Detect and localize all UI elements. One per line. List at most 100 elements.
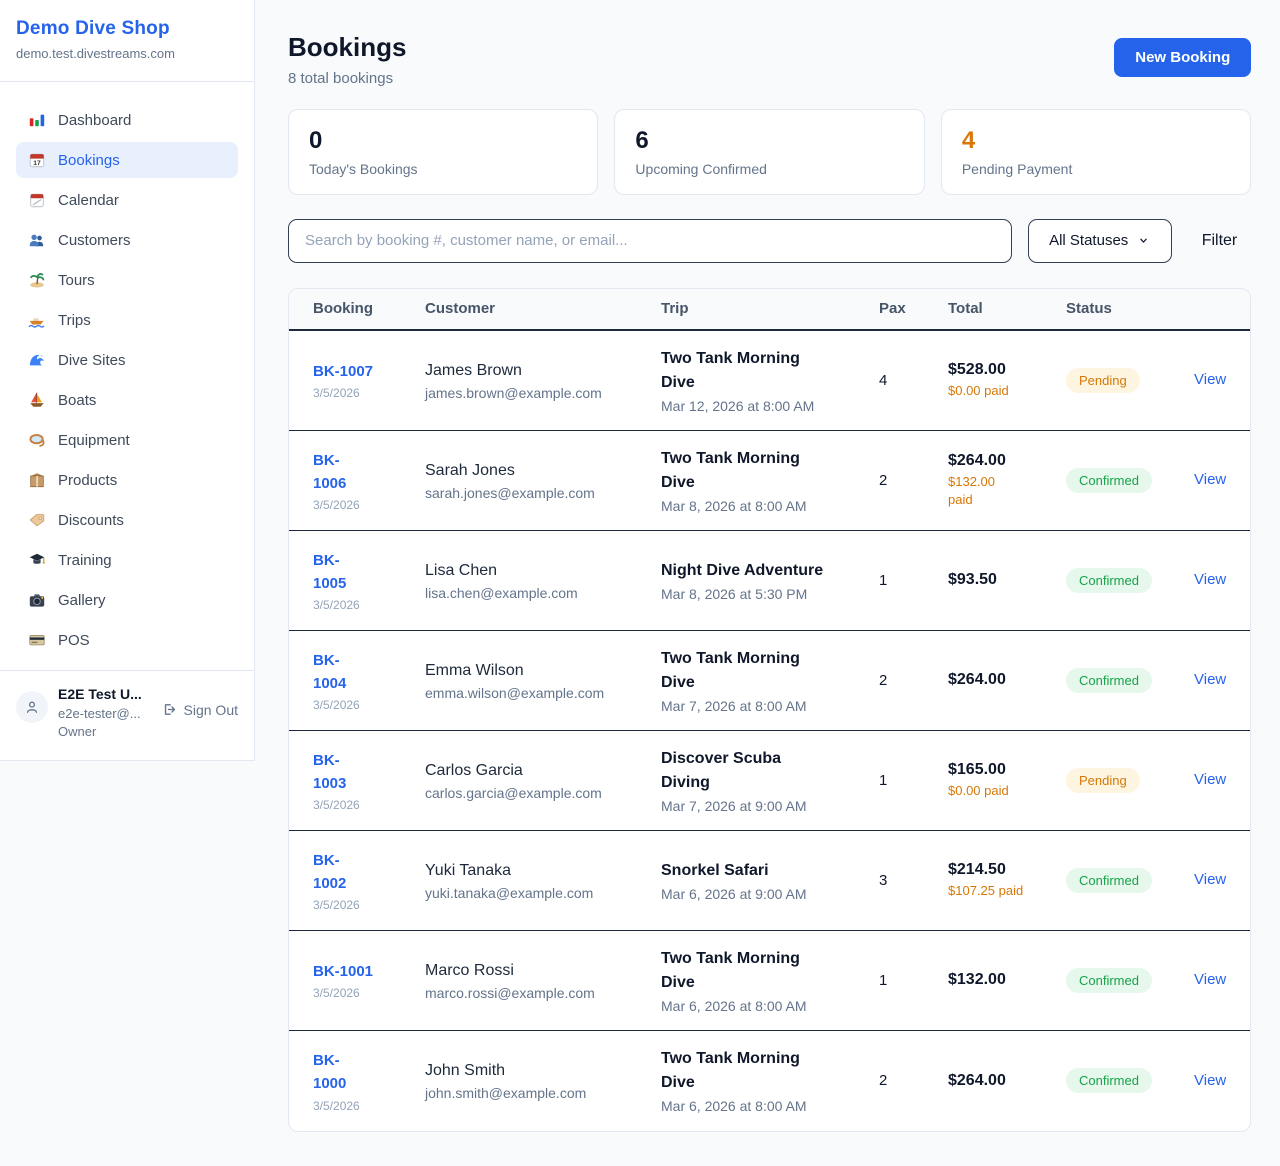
sidebar-item-pos[interactable]: POS (16, 622, 238, 658)
view-link[interactable]: View (1194, 971, 1227, 989)
trip-cell: Two Tank Morning Dive Mar 12, 2026 at 8:0… (661, 347, 879, 414)
status-badge: Pending (1066, 767, 1140, 793)
actions-cell: View (1194, 871, 1226, 889)
actions-cell: View (1194, 371, 1226, 389)
total-cell: $132.00 (948, 971, 1066, 989)
status-badge: Confirmed (1066, 1068, 1152, 1094)
total-cell: $165.00 $0.00 paid (948, 761, 1066, 800)
booking-cell: BK- 1000 3/5/2026 (313, 1049, 425, 1113)
view-link[interactable]: View (1194, 471, 1227, 489)
customer-email: james.brown@example.com (425, 384, 602, 401)
customer-cell: Emma Wilson emma.wilson@example.com (425, 660, 661, 701)
pax-cell: 2 (879, 1072, 888, 1090)
stat-value: 6 (635, 127, 649, 154)
pax-cell: 2 (879, 471, 888, 489)
total-amount: $93.50 (948, 571, 997, 589)
actions-cell: View (1194, 1072, 1226, 1090)
trip-date: Mar 8, 2026 at 8:00 AM (661, 497, 807, 514)
table-row: BK-1007 3/5/2026 James Brown james.brown… (289, 331, 1251, 431)
sidebar-item-discounts[interactable]: Discounts (16, 502, 238, 538)
total-cell: $93.50 (948, 571, 1066, 589)
bookings-calendar-icon: 17 (28, 151, 46, 169)
view-link[interactable]: View (1194, 571, 1227, 589)
column-header-trip: Trip (661, 300, 689, 318)
avatar (16, 691, 48, 723)
sidebar-item-products[interactable]: Products (16, 462, 238, 498)
booking-date: 3/5/2026 (313, 386, 360, 401)
sidebar-item-bookings[interactable]: 17 Bookings (16, 142, 238, 178)
pax-cell: 2 (879, 671, 888, 689)
sidebar-item-dashboard[interactable]: Dashboard (16, 102, 238, 138)
booking-date: 3/5/2026 (313, 598, 360, 613)
customer-cell: James Brown james.brown@example.com (425, 360, 661, 401)
status-cell: Pending (1066, 367, 1194, 393)
view-link[interactable]: View (1194, 771, 1227, 789)
view-link[interactable]: View (1194, 671, 1227, 689)
tag-icon (28, 511, 46, 529)
sidebar-item-equipment[interactable]: Equipment (16, 422, 238, 458)
trip-name: Two Tank Morning Dive (661, 649, 800, 691)
sign-out-button[interactable]: Sign Out (160, 701, 238, 718)
view-link[interactable]: View (1194, 1071, 1227, 1089)
customer-name: Lisa Chen (425, 561, 498, 579)
search-input[interactable] (288, 218, 1012, 263)
trip-date: Mar 8, 2026 at 5:30 PM (661, 585, 808, 602)
booking-id-link[interactable]: BK- 1005 (313, 551, 347, 592)
island-icon (28, 271, 46, 289)
sidebar-item-gallery[interactable]: Gallery (16, 582, 238, 618)
actions-cell: View (1194, 671, 1226, 689)
trip-name: Two Tank Morning Dive (661, 449, 800, 491)
sidebar-item-trips[interactable]: Trips (16, 302, 238, 338)
sidebar-divider (0, 81, 254, 82)
customer-email: john.smith@example.com (425, 1085, 587, 1102)
sidebar-item-boats[interactable]: Boats (16, 382, 238, 418)
total-cell: $264.00 (948, 1072, 1066, 1090)
booking-id-link[interactable]: BK- 1000 (313, 1052, 347, 1093)
column-header-status: Status (1066, 300, 1112, 318)
sidebar-item-customers[interactable]: Customers (16, 222, 238, 258)
table-row: BK- 1003 3/5/2026 Carlos Garcia carlos.ga… (289, 731, 1251, 831)
column-header-pax: Pax (879, 300, 906, 318)
booking-id-link[interactable]: BK- 1003 (313, 751, 347, 792)
camera-icon (28, 591, 46, 609)
booking-id-link[interactable]: BK-1001 (313, 963, 374, 981)
table-row: BK- 1006 3/5/2026 Sarah Jones sarah.jones… (289, 431, 1251, 531)
booking-id-link[interactable]: BK- 1004 (313, 651, 347, 692)
sidebar-item-dive-sites[interactable]: Dive Sites (16, 342, 238, 378)
shop-domain: demo.test.divestreams.com (16, 46, 175, 61)
customer-email: lisa.chen@example.com (425, 584, 578, 601)
view-link[interactable]: View (1194, 871, 1227, 889)
sidebar-item-tours[interactable]: Tours (16, 262, 238, 298)
customer-email: carlos.garcia@example.com (425, 784, 602, 801)
booking-date: 3/5/2026 (313, 798, 360, 813)
status-cell: Confirmed (1066, 467, 1194, 493)
bookings-table: Booking Customer Trip Pax Total Status B… (288, 287, 1252, 1132)
booking-id-link[interactable]: BK- 1002 (313, 851, 347, 892)
paid-amount: $0.00 paid (948, 782, 1009, 798)
sidebar-item-training[interactable]: Training (16, 542, 238, 578)
actions-cell: View (1194, 471, 1226, 489)
customer-email: marco.rossi@example.com (425, 984, 595, 1001)
total-amount: $264.00 (948, 1071, 1006, 1089)
booking-id-link[interactable]: BK- 1006 (313, 451, 347, 492)
page-header-text: Bookings 8 total bookings (288, 32, 406, 87)
view-link[interactable]: View (1194, 371, 1227, 389)
booking-cell: BK- 1003 3/5/2026 (313, 749, 425, 813)
sidebar: Demo Dive Shop demo.test.divestreams.com… (0, 0, 255, 762)
booking-id-link[interactable]: BK-1007 (313, 363, 374, 381)
main-content: Bookings 8 total bookings New Booking 0 … (255, 0, 1280, 1166)
filter-button[interactable]: Filter (1188, 232, 1252, 250)
status-filter-select[interactable]: All Statuses (1027, 218, 1172, 263)
status-badge: Pending (1066, 367, 1140, 393)
sidebar-item-calendar[interactable]: Calendar (16, 182, 238, 218)
trip-cell: Two Tank Morning Dive Mar 8, 2026 at 8:00… (661, 447, 879, 514)
status-cell: Confirmed (1066, 967, 1194, 993)
booking-date: 3/5/2026 (313, 898, 360, 913)
customer-cell: Carlos Garcia carlos.garcia@example.com (425, 760, 661, 801)
svg-text:17: 17 (33, 160, 41, 167)
new-booking-button[interactable]: New Booking (1114, 38, 1252, 77)
calendar-icon (28, 191, 46, 209)
status-badge: Confirmed (1066, 667, 1152, 693)
trip-date: Mar 7, 2026 at 8:00 AM (661, 697, 807, 714)
